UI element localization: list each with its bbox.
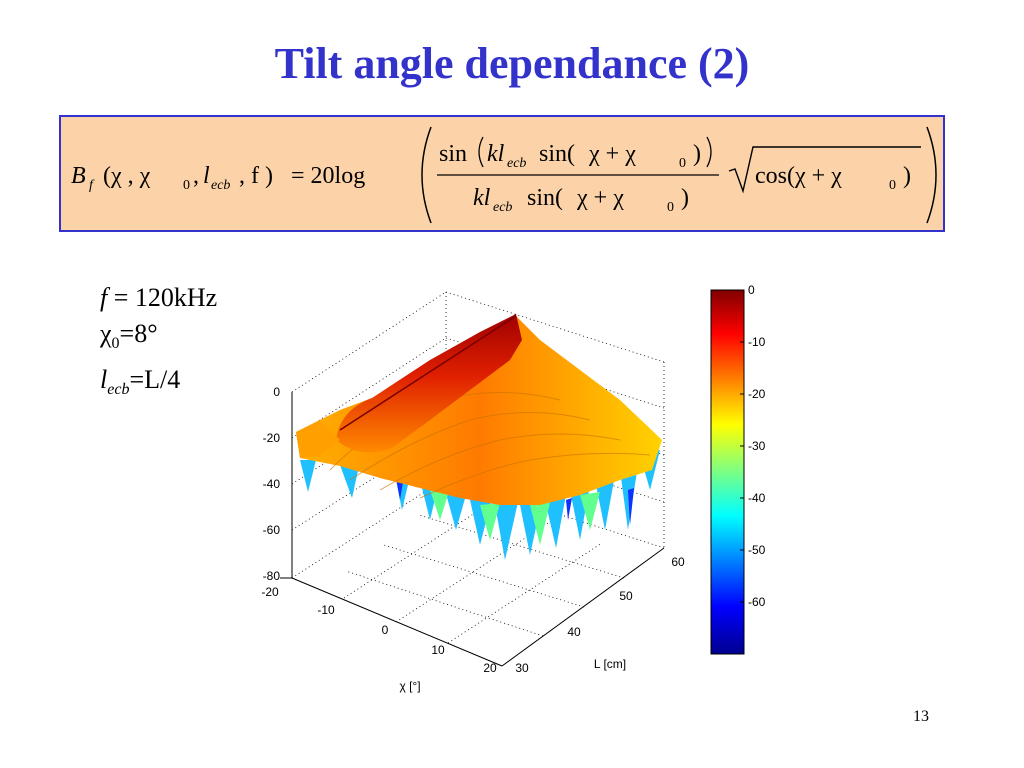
colorbar-tick: -40 [748,491,766,505]
colorbar-tick: -20 [748,387,766,401]
formula-lhs-subscript: f [89,178,95,193]
sqrt-sign [728,146,921,194]
z-tick: -60 [263,523,281,537]
chi-axis: -20 -10 0 10 20 χ [°] [261,585,497,693]
formula-box: B f (χ , χ 0 , l ecb , f ) = 20log sin k… [59,115,945,232]
param-frequency: f = 120kHz [100,283,218,312]
colorbar-tick: -10 [748,335,766,349]
L-axis-label: L [cm] [594,657,626,671]
colorbar-tick: 0 [748,283,755,297]
formula-num-sin: sin [439,141,467,167]
L-axis: 30 40 50 60 L [cm] [515,555,685,675]
chi-tick: 20 [483,661,497,675]
formula-equation: B f (χ , χ 0 , l ecb , f ) = 20log sin k… [71,126,937,224]
formula-lhs-symbol: B [71,163,86,189]
formula-num-sin2: sin( [539,141,575,167]
formula-num-ecb: ecb [507,156,526,171]
formula-den-sin: sin( [527,185,563,211]
formula-den-chi: χ + χ [576,185,624,211]
formula-l-subscript: ecb [211,178,230,193]
formula-f-arg: , f ) [239,163,273,189]
page-number: 13 [913,708,929,725]
formula-sqrt-body: cos(χ + χ [755,163,842,189]
param-lecb: lecb=L/4 [100,365,181,399]
surface [296,314,662,560]
formula-num-close: ) [693,141,701,167]
L-tick: 40 [567,625,581,639]
colorbar-tick: -50 [748,543,766,557]
formula-den-kl: kl [473,185,491,211]
z-tick: 0 [273,385,280,399]
chi-tick: -10 [317,603,335,617]
formula-num-kl: kl [487,141,505,167]
z-axis: 0 -20 -40 -60 -80 [263,385,281,583]
formula-num-chi0-sub: 0 [679,156,686,171]
chi-tick: 10 [431,643,445,657]
formula-comma: , [193,163,199,189]
right-big-paren [926,126,937,224]
L-tick: 50 [619,589,633,603]
L-tick: 60 [671,555,685,569]
formula-den-chi0-sub: 0 [667,200,674,215]
chi-tick: 0 [382,623,389,637]
parameter-list: f = 120kHz χ0=8° lecb=L/4 [100,280,217,408]
formula-lhs-args: (χ , χ [103,163,151,189]
formula-den-ecb: ecb [493,200,512,215]
chi-axis-label: χ [°] [399,679,420,693]
slide-title: Tilt angle dependance (2) [274,39,750,88]
colorbar-tick: -30 [748,439,766,453]
L-tick: 30 [515,661,529,675]
colorbar: 0 -10 -20 -30 -40 -50 -60 [710,283,766,655]
formula-sqrt-chi0-sub: 0 [889,178,896,193]
z-tick: -80 [263,569,281,583]
z-tick: -20 [263,431,281,445]
colorbar-scale [710,289,745,655]
formula-l: l [203,163,210,189]
colorbar-tick: -60 [748,595,766,609]
param-chi0: χ0=8° [100,319,158,353]
formula-den-close: ) [681,185,689,211]
formula-sqrt-close: ) [903,163,911,189]
formula-equals-20log: = 20log [291,163,365,189]
formula-num-chi: χ + χ [588,141,636,167]
z-tick: -40 [263,477,281,491]
formula-chi0-subscript: 0 [183,178,190,193]
chi-tick: -20 [261,585,279,599]
left-big-paren [421,126,432,224]
